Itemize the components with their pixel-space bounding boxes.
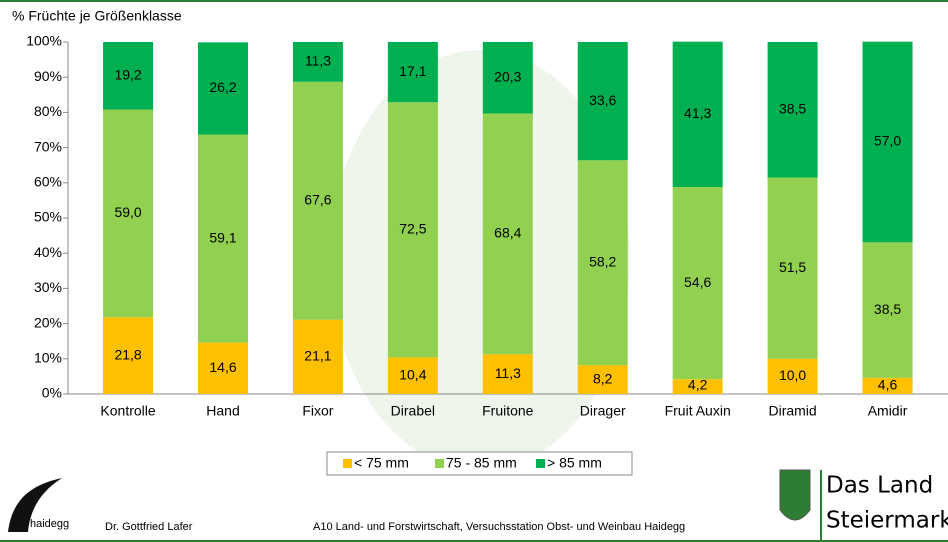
bar-segment: [198, 42, 248, 135]
value-label: 38,5: [779, 100, 806, 116]
value-label: 38,5: [874, 301, 901, 317]
bar-segment: [672, 187, 723, 380]
bar-segment: [577, 365, 628, 394]
y-tick-label: 70%: [34, 138, 62, 154]
value-label: 4,6: [878, 377, 898, 393]
plot: 0% 10% 20% 30% 40% 50% 60% 70% 80% 90% 100% Kontrol…: [26, 33, 948, 419]
x-tick-label: Dirager: [580, 403, 626, 419]
value-label: 41,3: [684, 105, 711, 121]
value-label: 17,1: [399, 63, 426, 79]
value-label: 58,2: [589, 253, 616, 269]
value-label: 68,4: [494, 225, 521, 241]
y-tick-label: 60%: [34, 174, 62, 190]
y-tick-label: 90%: [34, 68, 62, 84]
bar-segment: [672, 379, 723, 394]
bar-segment: [577, 160, 628, 366]
y-tick-label: 100%: [26, 33, 62, 49]
bar-segment: [292, 319, 343, 394]
legend-swatch: [435, 459, 444, 468]
y-tick-label: 50%: [34, 209, 62, 225]
bar-segment: [387, 102, 438, 358]
bar-segment: [103, 42, 154, 110]
logo-line1: Das Land: [826, 473, 933, 499]
bar-segment: [482, 113, 533, 355]
value-label: 59,0: [114, 204, 141, 220]
value-label: 11,3: [305, 53, 331, 69]
legend-swatch: [536, 459, 545, 468]
bar-segment: [767, 177, 818, 359]
value-label: 21,8: [114, 346, 141, 362]
value-label: 8,2: [593, 370, 613, 386]
value-label: 10,4: [399, 366, 426, 382]
y-tick-label: 30%: [34, 279, 62, 295]
bar-segment: [292, 42, 343, 82]
value-label: 21,1: [304, 348, 331, 364]
haidegg-logo: [8, 478, 62, 532]
legend-label: < 75 mm: [354, 455, 409, 471]
x-tick-label: Hand: [206, 403, 239, 419]
logo-line2: Steiermark: [826, 508, 948, 534]
y-tick-label: 40%: [34, 244, 62, 260]
y-tick-label: 0%: [42, 385, 62, 401]
bar-segment: [482, 42, 533, 114]
value-label: 33,6: [589, 92, 616, 108]
y-tick-label: 10%: [34, 350, 62, 366]
value-label: 26,2: [209, 79, 236, 95]
y-tick-label: 80%: [34, 103, 62, 119]
institution: A10 Land- und Forstwirtschaft, Versuchss…: [313, 521, 685, 533]
x-tick-label: Fruit Auxin: [665, 403, 731, 419]
legend: [326, 451, 633, 476]
y-axis-title: % Früchte je Größenklasse: [12, 8, 182, 24]
bar-segment: [103, 317, 154, 394]
x-tick-label: Amidir: [868, 403, 908, 419]
legend-label: > 85 mm: [547, 455, 602, 471]
value-label: 19,2: [114, 66, 141, 82]
bar-segment: [198, 342, 248, 394]
value-label: 59,1: [209, 229, 236, 245]
y-tick-label: 20%: [34, 314, 62, 330]
legend-items: < 75 mm 75 - 85 mm > 85 mm: [343, 455, 602, 471]
value-label: 11,3: [495, 365, 521, 381]
value-label: 54,6: [684, 274, 711, 290]
bar-segment: [292, 81, 343, 320]
value-label: 14,6: [209, 359, 236, 375]
legend-swatch: [343, 459, 352, 468]
value-label: 10,0: [779, 367, 806, 383]
x-tick-label: Fruitone: [482, 403, 534, 419]
author: Dr. Gottfried Lafer: [105, 521, 193, 533]
bar-segment: [198, 134, 248, 343]
x-tick-label: Dirabel: [391, 403, 435, 419]
bar-segment: [387, 42, 438, 103]
value-label: 4,2: [688, 377, 708, 393]
value-label: 72,5: [399, 220, 426, 236]
bar-segment: [577, 42, 628, 161]
bar-segment: [767, 42, 818, 178]
bar-segment: [387, 357, 438, 394]
bar-segment: [103, 109, 154, 318]
bar-segment: [672, 41, 723, 188]
bar-segment: [767, 358, 818, 394]
bar-segment: [862, 377, 913, 394]
brand: haidegg: [30, 518, 69, 530]
x-tick-label: Fixor: [302, 403, 333, 419]
x-tick-label: Kontrolle: [100, 403, 155, 419]
coat-of-arms: [779, 469, 811, 521]
legend-label: 75 - 85 mm: [446, 455, 517, 471]
x-tick-label: Diramid: [768, 403, 816, 419]
value-label: 51,5: [779, 259, 806, 275]
bar-segment: [862, 242, 913, 378]
bar-segment: [862, 41, 913, 243]
bar-segment: [482, 354, 533, 394]
value-label: 20,3: [494, 68, 521, 84]
value-label: 67,6: [304, 191, 331, 207]
value-label: 57,0: [874, 133, 901, 149]
